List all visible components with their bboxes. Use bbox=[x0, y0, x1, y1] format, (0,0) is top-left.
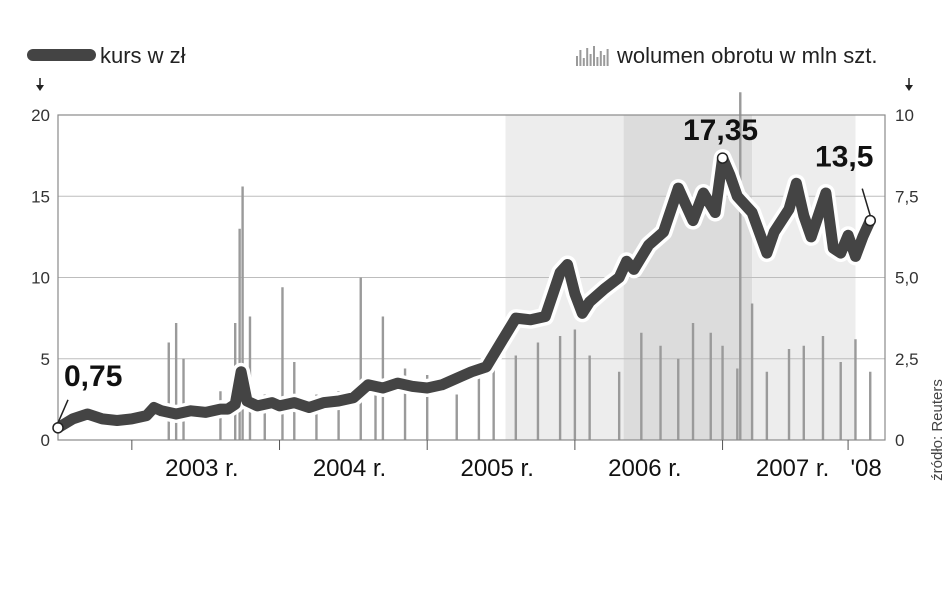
volume-bar bbox=[573, 329, 577, 440]
volume-bar bbox=[337, 391, 340, 440]
callout-marker bbox=[716, 152, 729, 164]
year-label: '08 bbox=[850, 455, 881, 482]
left-tick-label: 20 bbox=[31, 106, 50, 125]
volume-bar bbox=[854, 339, 857, 440]
year-label: 2003 r. bbox=[165, 455, 238, 482]
volume-legend-swatch bbox=[576, 46, 609, 66]
callout-label: 13,5 bbox=[815, 141, 873, 174]
callout-label: 0,75 bbox=[64, 360, 122, 393]
volume-bar bbox=[263, 394, 266, 440]
right-axis-arrow-icon bbox=[905, 78, 913, 91]
volume-swatch-bar bbox=[576, 56, 578, 66]
volume-swatch-bar bbox=[603, 55, 606, 66]
volume-bar bbox=[617, 371, 621, 440]
volume-bar bbox=[241, 186, 244, 440]
volume-bar bbox=[455, 394, 458, 440]
volume-bar bbox=[374, 381, 377, 440]
volume-bar bbox=[736, 368, 739, 440]
volume-bar bbox=[492, 365, 495, 440]
right-tick-label: 5,0 bbox=[895, 269, 919, 288]
volume-bar bbox=[315, 394, 318, 440]
volume-bar bbox=[709, 332, 712, 440]
right-tick-label: 2,5 bbox=[895, 350, 919, 369]
left-tick-label: 15 bbox=[31, 187, 50, 206]
volume-bar bbox=[721, 345, 724, 440]
year-label: 2004 r. bbox=[313, 455, 386, 482]
axes: 0 5 10 15 20 0 2,5 5,0 7,5 10 2003 r. 2004 r. 2005 r… bbox=[31, 106, 919, 482]
volume-bar bbox=[359, 277, 362, 440]
volume-bar bbox=[821, 336, 825, 440]
volume-swatch-bar bbox=[596, 57, 599, 66]
year-label: 2006 r. bbox=[608, 455, 681, 482]
volume-swatch-bar bbox=[599, 51, 602, 66]
volume-bar bbox=[174, 323, 178, 440]
volume-bar bbox=[750, 303, 754, 440]
volume-bar bbox=[640, 332, 643, 440]
callout-leader bbox=[57, 399, 69, 424]
callout-marker bbox=[52, 422, 64, 434]
source-label: źródło: Reuters bbox=[929, 379, 946, 481]
volume-bar bbox=[869, 371, 872, 440]
volume-bar bbox=[659, 345, 662, 440]
volume-legend-label: wolumen obrotu w mln szt. bbox=[616, 43, 877, 68]
volume-bar bbox=[238, 228, 241, 440]
volume-swatch-bar bbox=[606, 49, 609, 66]
right-tick-label: 10 bbox=[895, 106, 914, 125]
volume-bar bbox=[381, 316, 385, 440]
plot-frame bbox=[57, 114, 886, 441]
right-tick-label: 0 bbox=[895, 431, 904, 450]
callout-marker bbox=[864, 214, 876, 227]
price-series bbox=[49, 149, 880, 437]
volume-bar bbox=[536, 342, 540, 440]
volume-bar bbox=[691, 323, 695, 440]
price-legend-label: kurs w zł bbox=[100, 43, 186, 68]
volume-bar bbox=[739, 92, 742, 440]
year-label: 2007 r. bbox=[756, 455, 829, 482]
volume-bar bbox=[281, 287, 284, 440]
volume-bar bbox=[839, 362, 842, 440]
legend: kurs w zł wolumen obrotu w mln szt. bbox=[27, 43, 913, 91]
volume-bar bbox=[403, 368, 407, 440]
volume-bar bbox=[477, 375, 481, 440]
volume-bar bbox=[765, 371, 769, 440]
left-axis-arrow-icon bbox=[36, 78, 44, 91]
left-tick-label: 5 bbox=[41, 350, 50, 369]
left-tick-label: 0 bbox=[41, 431, 50, 450]
volume-bar bbox=[802, 345, 805, 440]
right-tick-label: 7,5 bbox=[895, 187, 919, 206]
volume-bar bbox=[588, 355, 591, 440]
callout-label: 17,35 bbox=[683, 114, 758, 147]
volume-bar bbox=[425, 375, 429, 440]
volume-swatch-bar bbox=[589, 54, 592, 66]
volume-swatch-bar bbox=[586, 48, 589, 66]
volume-swatch-bar bbox=[582, 58, 585, 66]
volume-bar bbox=[182, 358, 185, 440]
volume-bar bbox=[677, 358, 680, 440]
volume-swatch-bar bbox=[593, 46, 595, 66]
left-tick-label: 10 bbox=[31, 269, 50, 288]
callout-leader bbox=[861, 188, 871, 216]
year-label: 2005 r. bbox=[460, 455, 533, 482]
volume-swatch-bar bbox=[579, 50, 582, 66]
volume-bar bbox=[167, 342, 170, 440]
annotations: 0,75 17,35 13,5 bbox=[52, 114, 876, 434]
price-line bbox=[52, 152, 876, 434]
volume-bar bbox=[787, 349, 791, 440]
volume-bar bbox=[558, 336, 562, 440]
volume-bar bbox=[514, 355, 518, 440]
